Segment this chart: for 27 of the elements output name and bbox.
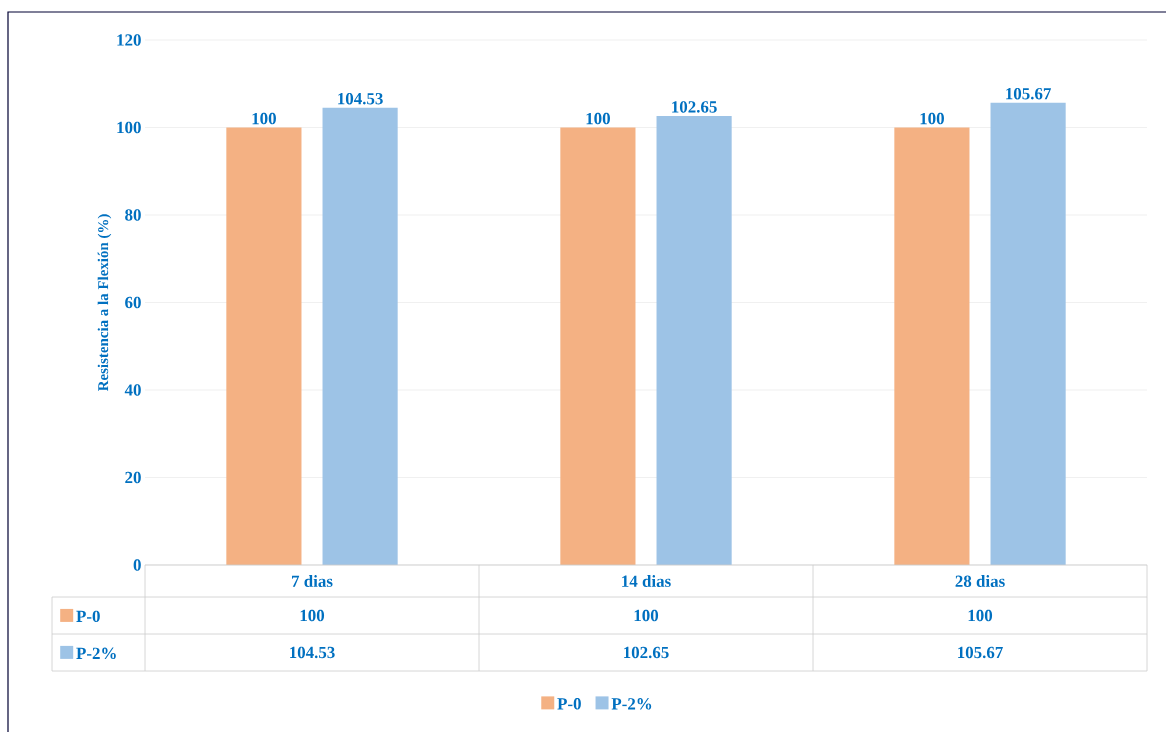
text: P-0	[76, 610, 100, 623]
data-label: 100	[968, 609, 993, 622]
legend-label: P-0	[557, 698, 581, 710]
x-tick-label: 14 dias	[622, 575, 671, 587]
text: 104.53	[338, 92, 383, 105]
y-tick-label: 40	[124, 384, 141, 396]
y-tick-label: 20	[125, 471, 141, 484]
text: 100	[920, 112, 944, 125]
y-axis-title: Resistencia a la Flexión (%)	[97, 214, 112, 392]
text: 100	[586, 112, 610, 125]
legend-label: P-2%	[611, 698, 652, 710]
text: 100	[252, 112, 276, 125]
y-tick-label: 0	[133, 559, 141, 571]
text: 102.65	[672, 101, 717, 113]
data-label: 105.67	[958, 646, 1003, 659]
text: P-2%	[76, 647, 116, 660]
x-tick-label: 7 dias	[292, 575, 333, 587]
x-tick-label: 28 dias	[955, 575, 1005, 587]
data-label: 100	[300, 609, 325, 622]
data-label: 102.65	[624, 646, 669, 659]
y-tick-label: 100	[117, 121, 141, 134]
y-tick-label: 80	[125, 209, 141, 221]
y-tick-label: 60	[125, 296, 141, 309]
data-label: 100	[634, 609, 659, 622]
data-label: 104.53	[290, 646, 335, 659]
y-tick-label: 120	[117, 34, 141, 46]
text: 105.67	[1006, 87, 1051, 100]
